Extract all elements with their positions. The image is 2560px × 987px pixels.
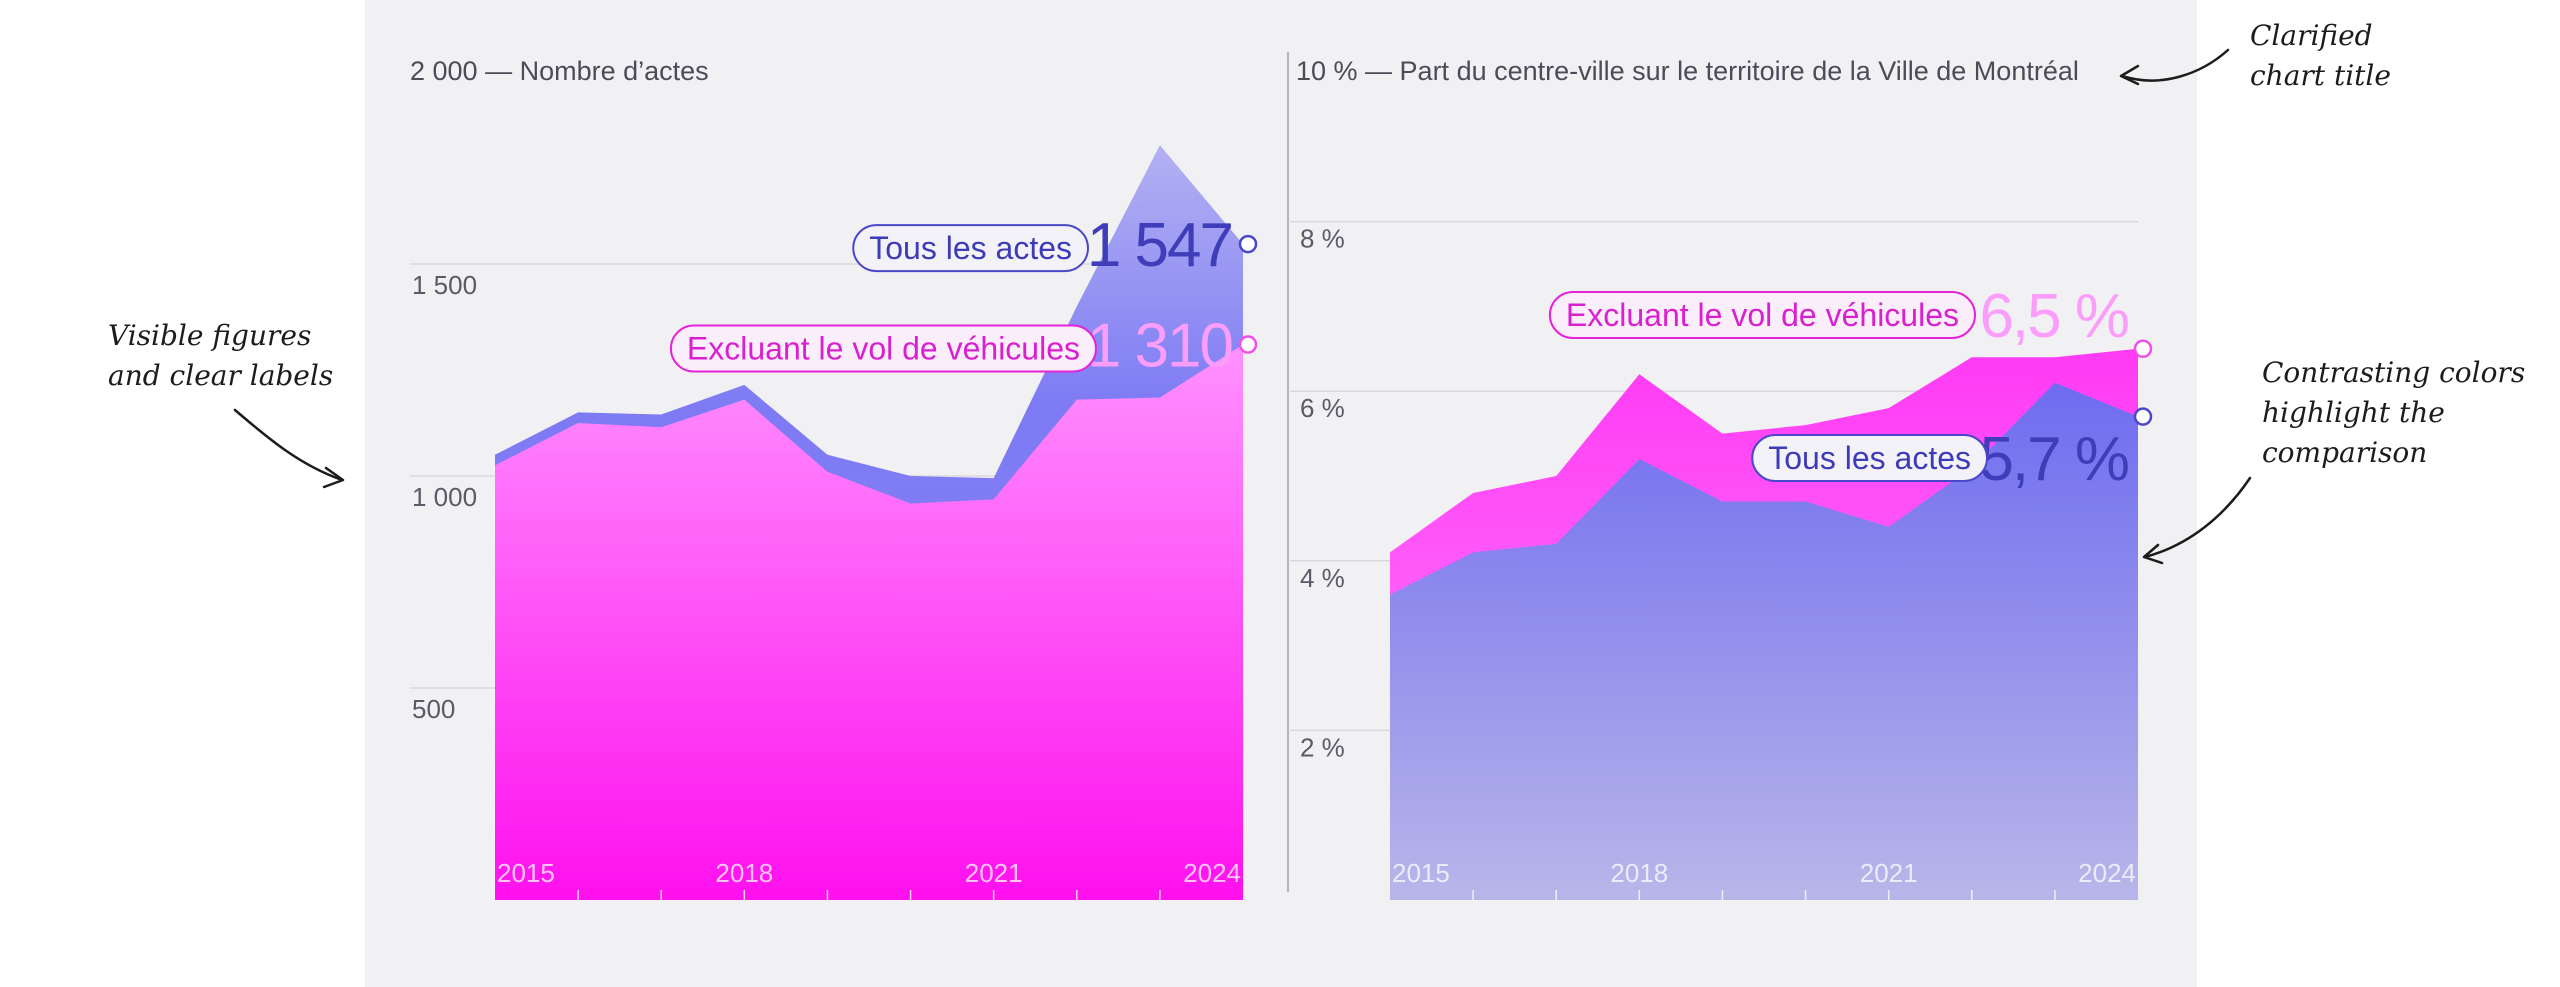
chart-right-series-label-pink: Excluant le vol de véhicules <box>1548 291 1976 339</box>
annotation-top-right-arrowhead <box>2119 64 2140 86</box>
chart-right-x-tick-label: 2021 <box>1860 858 1918 888</box>
chart-left-title: 2 000 — Nombre d’actes <box>410 56 709 86</box>
annotation-right-line-1: Contrasting colors <box>2262 356 2525 389</box>
chart-left-area-pink <box>495 344 1243 900</box>
annotation-right-arrow <box>2143 476 2252 559</box>
annotation-top-right: Clarified chart title <box>2119 19 2391 92</box>
chart-left-end-value-blue: 1 547 <box>1087 211 1232 280</box>
chart-right-title: 10 % — Part du centre-ville sur le terri… <box>1296 56 2079 86</box>
annotation-top-right-line-2: chart title <box>2250 59 2391 92</box>
chart-left-end-marker-blue <box>1238 234 1258 254</box>
chart-right-x-tick-label: 2018 <box>1610 858 1668 888</box>
annotation-left-arrow <box>233 408 344 482</box>
chart-right-y-tick-label: 8 % <box>1300 224 1345 254</box>
chart-left: 2 000 — Nombre d’actes 1 500 1 000 500 201… <box>410 56 1258 900</box>
chart-right-end-value-blue: 5,7 % <box>1979 425 2128 494</box>
annotation-left-arrowhead <box>322 466 345 489</box>
annotation-top-right-arrow <box>2120 48 2230 82</box>
chart-right-y-tick-label: 2 % <box>1300 732 1345 762</box>
chart-left-x-tick-label: 2021 <box>965 858 1023 888</box>
chart-right-x-tick-label: 2015 <box>1392 858 1450 888</box>
chart-right-series-name-pink: Excluant le vol de véhicules <box>1566 297 1959 333</box>
annotation-left-line-1: Visible figures <box>108 319 311 352</box>
chart-right-series-name-blue: Tous les actes <box>1768 440 1971 476</box>
chart-left-y-tick-label: 500 <box>412 694 455 724</box>
chart-left-x-tick-label: 2024 <box>1183 858 1241 888</box>
chart-right-x-tick-label: 2024 <box>2078 858 2136 888</box>
chart-right-end-marker-pink <box>2133 339 2153 359</box>
annotation-right-line-3: comparison <box>2262 436 2427 469</box>
chart-right-end-value-pink: 6,5 % <box>1979 282 2128 351</box>
chart-left-series-name-pink: Excluant le vol de véhicules <box>687 331 1080 367</box>
annotation-right: Contrasting colors highlight the compari… <box>2142 356 2525 565</box>
chart-right-series-label-blue: Tous les actes <box>1751 434 1988 482</box>
chart-left-series-name-blue: Tous les actes <box>869 230 1072 266</box>
annotation-left-line-2: and clear labels <box>108 359 333 392</box>
annotation-right-arrowhead <box>2142 543 2164 565</box>
chart-left-end-value-pink: 1 310 <box>1087 312 1233 381</box>
chart-left-end-marker-pink <box>1238 335 1258 354</box>
chart-right: 10 % — Part du centre-ville sur le terri… <box>1287 52 2153 901</box>
annotation-right-line-2: highlight the <box>2262 396 2445 429</box>
annotation-top-right-line-1: Clarified <box>2250 19 2373 52</box>
chart-left-y-tick-label: 1 000 <box>412 482 477 512</box>
chart-right-end-marker-blue <box>2133 407 2153 426</box>
chart-left-series-label-blue: Tous les actes <box>852 224 1089 273</box>
chart-right-y-tick-label: 6 % <box>1300 393 1345 423</box>
chart-left-series-label-pink: Excluant le vol de véhicules <box>669 324 1097 373</box>
chart-left-x-tick-label: 2015 <box>497 858 555 888</box>
chart-left-y-tick-label: 1 500 <box>412 270 477 300</box>
chart-left-x-tick-label: 2018 <box>715 858 773 888</box>
annotation-left: Visible figures and clear labels <box>108 319 345 489</box>
chart-right-area-blue <box>1390 382 2138 901</box>
chart-right-y-tick-label: 4 % <box>1300 563 1345 593</box>
